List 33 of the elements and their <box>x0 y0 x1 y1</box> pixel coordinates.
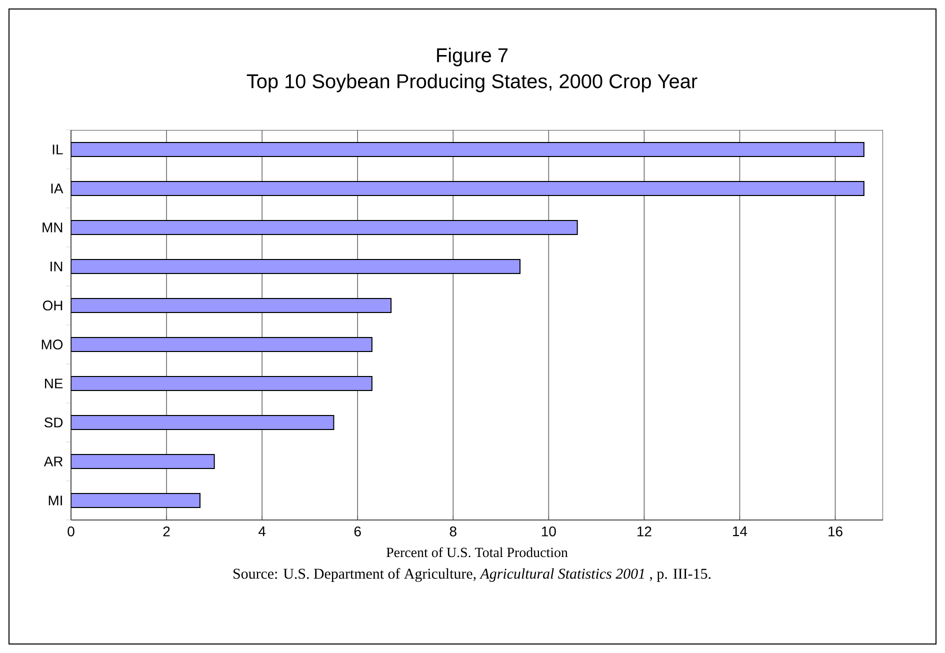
bar <box>71 180 864 196</box>
bar <box>71 492 200 508</box>
x-tick-label: 10 <box>542 526 556 536</box>
bar <box>71 298 392 314</box>
y-tick-label: MI <box>48 496 62 506</box>
y-tick-label: OH <box>42 300 62 310</box>
x-tick-label: 8 <box>450 526 456 536</box>
bar <box>71 220 578 235</box>
y-tick-label: SD <box>44 418 63 428</box>
bar <box>71 142 864 158</box>
x-tick-label: 0 <box>68 526 74 536</box>
bar <box>71 454 215 470</box>
x-tick-label: 2 <box>163 526 170 536</box>
x-tick-label: 4 <box>258 526 266 536</box>
y-tick-label: IL <box>52 144 63 154</box>
x-tick-label: 12 <box>637 526 652 536</box>
x-tick-label: 16 <box>828 526 842 536</box>
x-tick-label: 14 <box>733 526 748 536</box>
x-axis-title: Percent of U.S. Total Production <box>386 547 568 558</box>
bar <box>71 414 334 430</box>
y-tick-label: AR <box>44 456 63 466</box>
y-tick-label: IA <box>51 184 64 194</box>
y-tick-label: NE <box>45 378 63 388</box>
chart-title: Figure 7 <box>437 48 508 66</box>
x-tick-label: 6 <box>354 526 361 536</box>
bar <box>71 376 372 392</box>
y-tick-label: MN <box>42 222 62 232</box>
bar <box>71 258 520 274</box>
y-tick-label: IN <box>50 262 62 272</box>
chart-subtitle: Top 10 Soybean Producing States, 2000 Crop Year <box>246 74 698 92</box>
source-note: Source: U.S. Department of Agriculture, Agricultural Statistics 2001 , p. III-15. <box>234 568 710 582</box>
bar <box>71 336 372 352</box>
y-tick-label: MO <box>42 340 63 350</box>
